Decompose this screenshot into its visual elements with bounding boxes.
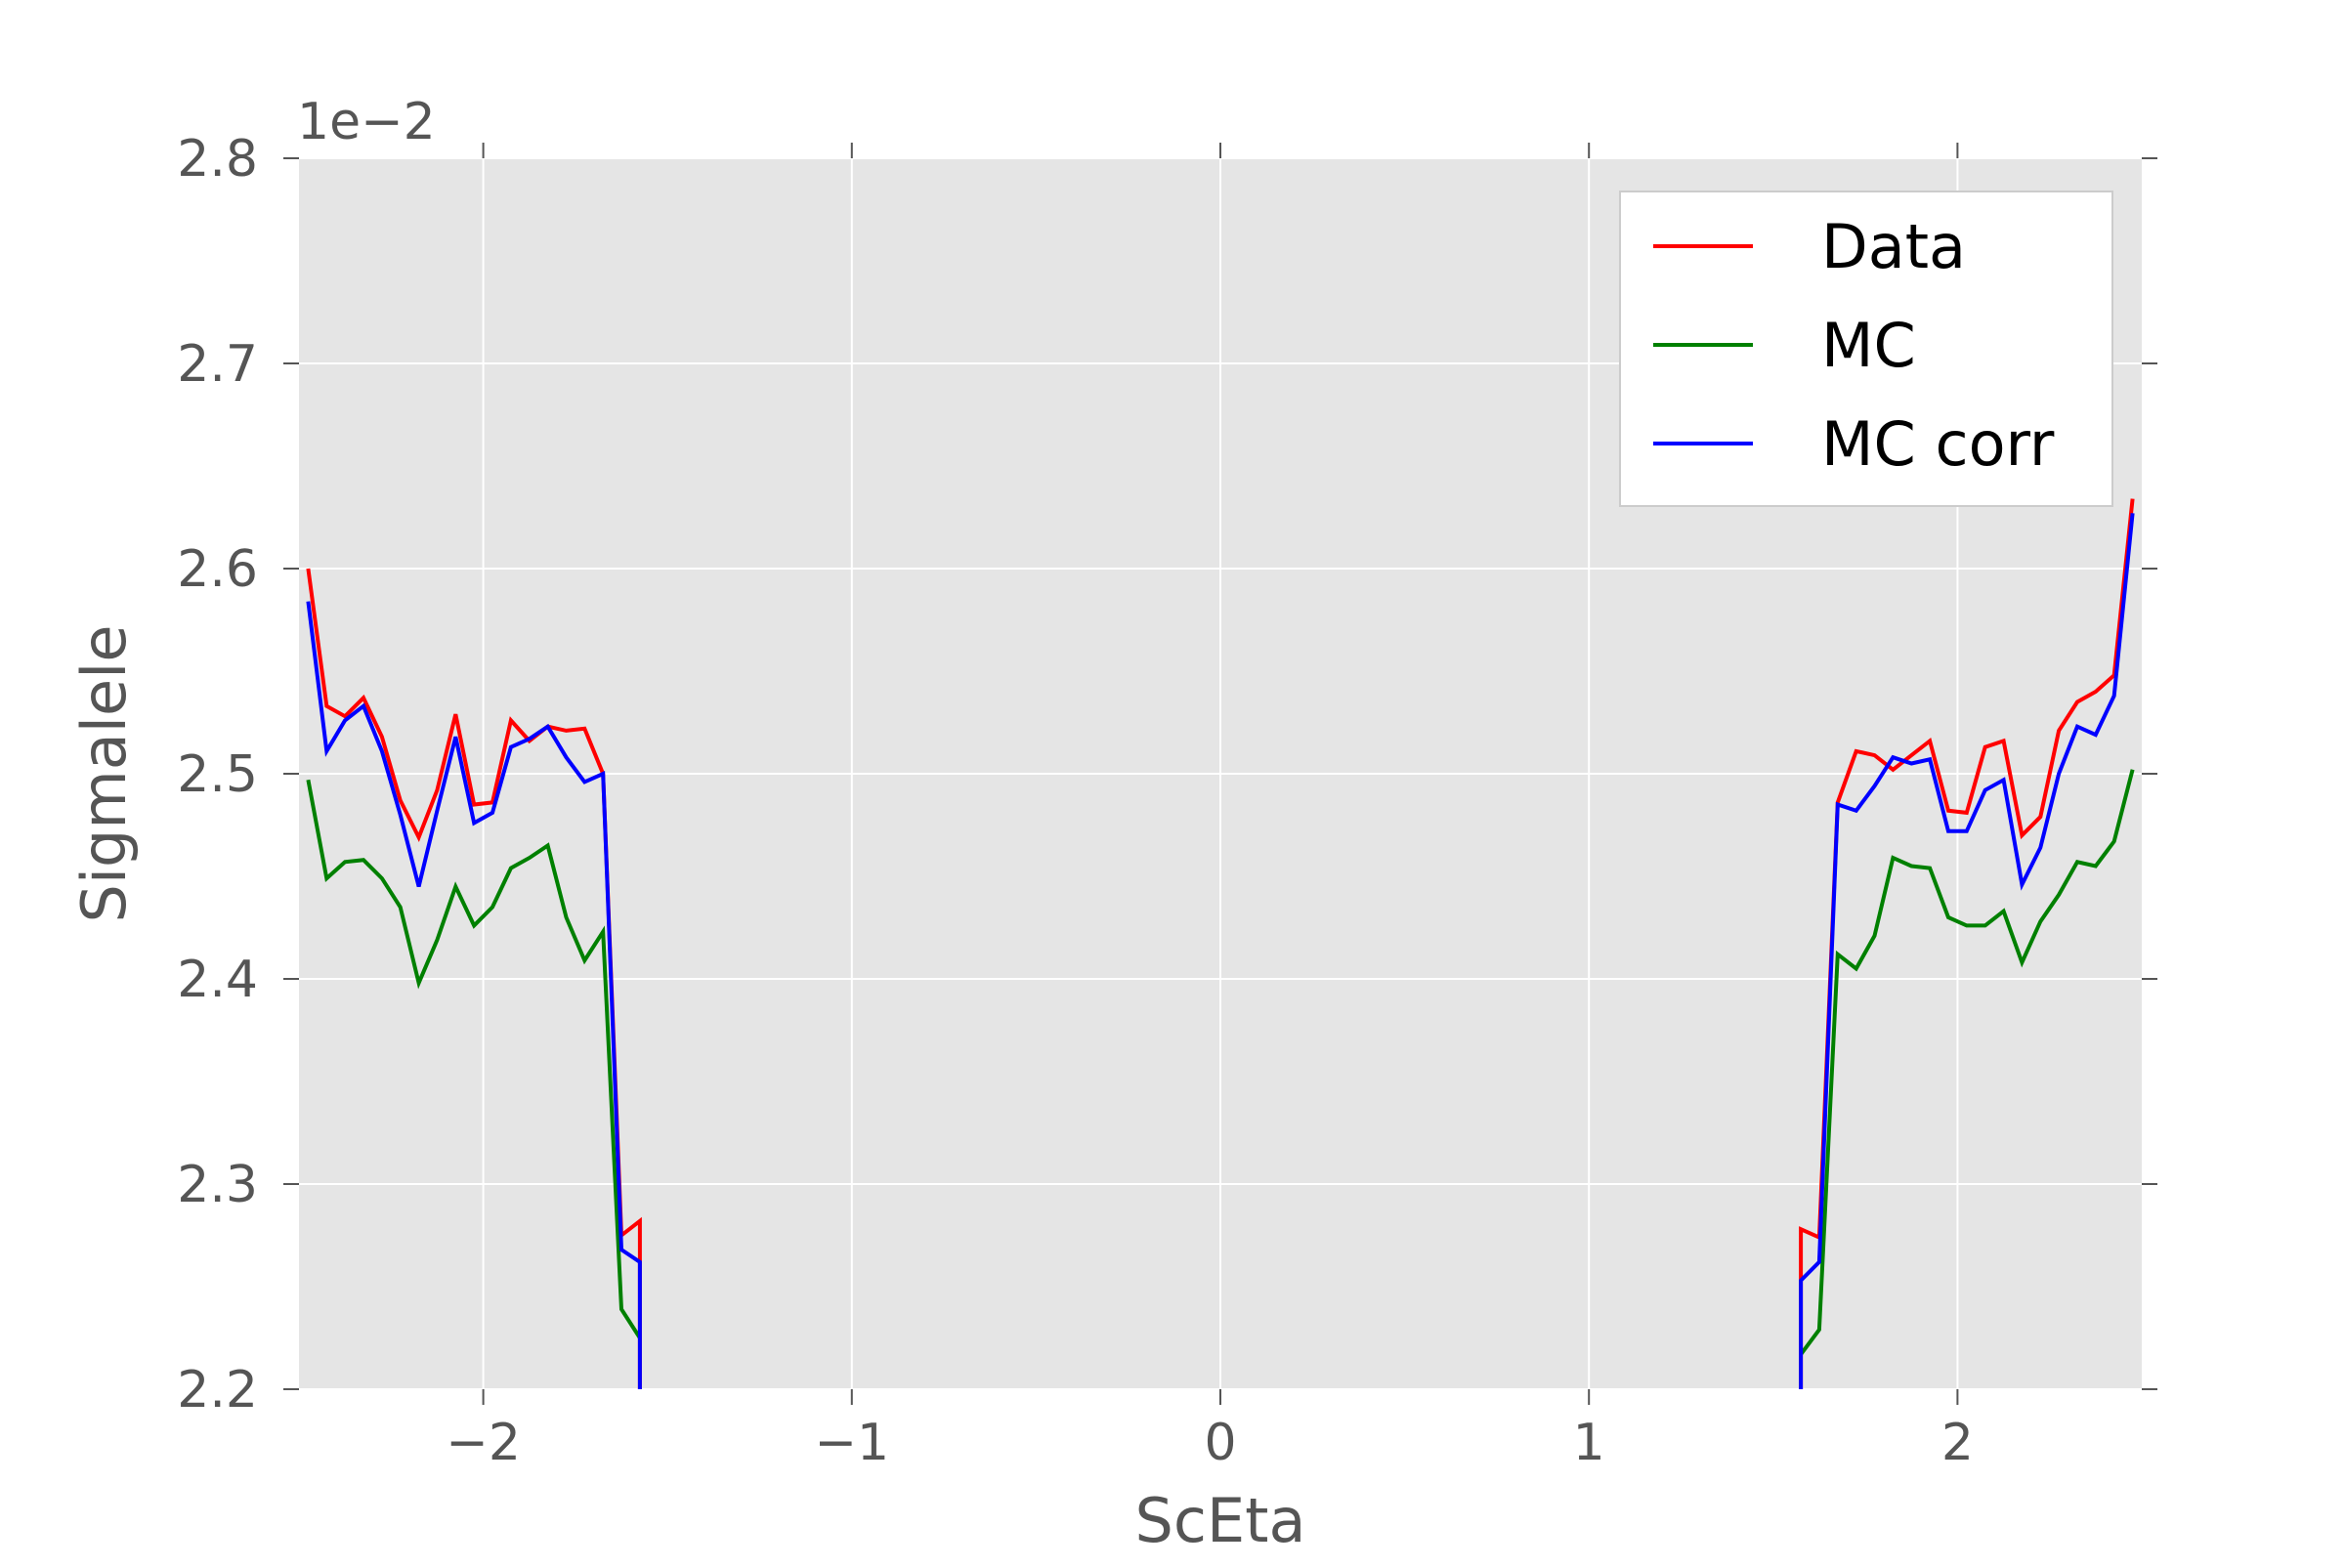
series-line-data [306,568,642,1389]
y-offset-label: 1e−2 [297,93,436,151]
series-line-mc-corr [306,601,642,1389]
y-tick-label: 2.2 [177,1361,258,1420]
legend: Data MC MC corr [1619,191,2113,507]
x-tick-label: 0 [1204,1414,1236,1472]
axis-ticks: −2 −1 0 1 2 2.2 2.3 2.4 2.5 2.6 2.7 2.8 [177,130,2157,1472]
y-tick-label: 2.6 [177,540,258,599]
y-axis-label: Sigmalele [68,624,140,922]
series-lines [306,498,2135,1389]
series-line-mc [1799,769,2135,1356]
legend-label-mc-corr: MC corr [1821,408,2055,480]
series-line-mc [306,779,642,1339]
legend-label-mc: MC [1821,310,1916,381]
legend-box [1619,191,2113,507]
y-tick-label: 2.7 [177,335,258,394]
x-tick-label: 2 [1941,1414,1974,1472]
x-tick-label: −1 [814,1414,889,1472]
y-tick-label: 2.4 [177,951,258,1009]
series-line-mc-corr [1799,513,2135,1389]
y-tick-label: 2.5 [177,745,258,804]
y-tick-label: 2.8 [177,130,258,189]
x-tick-label: −2 [446,1414,521,1472]
axis-labels: ScEta Sigmalele 1e−2 [68,93,1305,1556]
legend-label-data: Data [1821,211,1966,282]
y-tick-label: 2.3 [177,1156,258,1214]
series-line-data [1799,498,2135,1389]
x-tick-label: 1 [1573,1414,1605,1472]
x-axis-label: ScEta [1135,1485,1306,1556]
